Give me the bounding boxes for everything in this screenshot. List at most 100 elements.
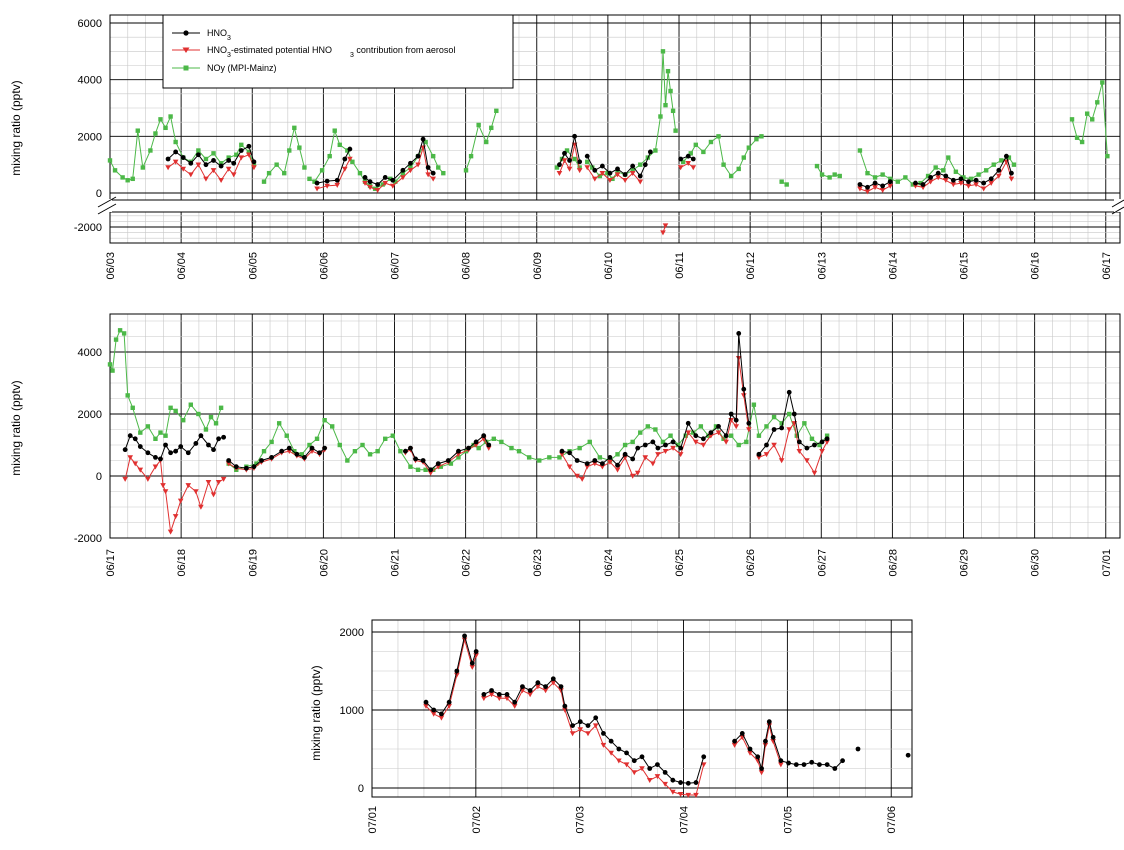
- series-line: [228, 447, 325, 469]
- data-point: [408, 165, 413, 170]
- data-point: [314, 180, 320, 186]
- data-point: [779, 179, 784, 184]
- data-point: [347, 156, 353, 162]
- data-point: [512, 699, 518, 705]
- data-point: [337, 142, 342, 148]
- data-point: [122, 476, 128, 482]
- data-point: [375, 182, 381, 187]
- data-point: [153, 455, 158, 460]
- data-point: [168, 405, 173, 410]
- plot-frame: [109, 313, 1121, 539]
- data-point: [608, 738, 614, 744]
- panel-2-y-axis-label: mixing ratio (pptv): [9, 380, 23, 475]
- data-point: [832, 172, 837, 177]
- data-point: [567, 158, 572, 163]
- series-line: [483, 678, 705, 784]
- data-point: [607, 455, 613, 460]
- data-point: [375, 449, 380, 454]
- data-point: [614, 172, 621, 178]
- series-line: [316, 158, 351, 190]
- data-point: [981, 180, 987, 186]
- data-point: [345, 458, 350, 463]
- data-point: [307, 176, 312, 182]
- data-point: [824, 436, 830, 442]
- series-line: [228, 404, 828, 471]
- data-point: [678, 156, 684, 162]
- data-point: [400, 167, 406, 173]
- data-point: [226, 458, 232, 463]
- series-hno3: [122, 331, 830, 473]
- data-point: [670, 439, 676, 445]
- data-point: [634, 470, 641, 476]
- data-point: [195, 162, 202, 168]
- data-point: [535, 684, 541, 690]
- data-point: [357, 170, 363, 176]
- series-line: [316, 148, 351, 184]
- data-point: [324, 178, 330, 184]
- data-point: [163, 433, 168, 438]
- x-tick-label: 06/18: [176, 549, 188, 577]
- data-point: [639, 766, 645, 772]
- data-point: [165, 165, 171, 171]
- data-point: [996, 167, 1002, 173]
- data-point: [693, 439, 699, 445]
- data-point: [629, 473, 636, 479]
- data-point: [771, 442, 777, 448]
- data-point: [163, 442, 168, 448]
- data-point: [127, 433, 133, 439]
- legend-hno3c-text-3: contribution from aerosol: [354, 45, 456, 55]
- data-point: [585, 731, 591, 737]
- x-tick-label: 06/19: [247, 549, 259, 577]
- data-point: [350, 159, 355, 165]
- data-point: [629, 170, 636, 176]
- data-point: [337, 442, 342, 448]
- data-point: [439, 711, 444, 717]
- data-point: [639, 754, 645, 760]
- data-point: [160, 483, 166, 489]
- y-tick-label: 0: [358, 783, 364, 795]
- data-point: [135, 128, 140, 133]
- data-point: [284, 433, 289, 438]
- x-tick-label: 06/23: [532, 549, 544, 577]
- data-point: [167, 529, 174, 535]
- data-point: [670, 777, 676, 783]
- data-point: [946, 155, 951, 160]
- data-point: [1074, 135, 1080, 140]
- data-point: [218, 178, 224, 184]
- data-point: [958, 180, 964, 186]
- data-point: [269, 439, 274, 445]
- data-point: [121, 331, 127, 336]
- series-line: [109, 329, 222, 440]
- data-point: [700, 436, 706, 442]
- data-point: [145, 450, 151, 456]
- data-point: [367, 452, 373, 457]
- data-point: [728, 411, 734, 417]
- data-point: [741, 386, 747, 392]
- data-point: [307, 442, 312, 448]
- data-point: [239, 142, 244, 148]
- legend: HNO3 HNO3-estimated potential HNO3 contr…: [162, 14, 514, 89]
- data-point: [221, 434, 227, 440]
- data-point: [431, 467, 436, 472]
- data-point: [279, 448, 285, 454]
- x-tick-label: 06/21: [390, 549, 402, 577]
- x-tick-label: 06/13: [816, 252, 828, 280]
- data-point: [562, 150, 567, 156]
- data-point: [708, 139, 714, 145]
- series-hno3-estimated-potential-hno3-contribution-from-aerosol: [423, 637, 784, 798]
- data-point: [887, 183, 894, 189]
- data-point: [456, 448, 461, 454]
- data-point: [527, 692, 533, 698]
- data-point: [958, 176, 964, 182]
- data-point: [445, 458, 451, 463]
- data-point: [367, 179, 373, 185]
- data-point: [597, 455, 603, 460]
- data-point: [317, 450, 322, 456]
- data-point: [485, 445, 492, 451]
- data-point: [778, 758, 784, 764]
- data-point: [872, 175, 878, 180]
- data-point: [819, 439, 825, 445]
- data-point: [770, 734, 776, 740]
- data-point: [566, 166, 573, 172]
- data-point: [180, 155, 186, 160]
